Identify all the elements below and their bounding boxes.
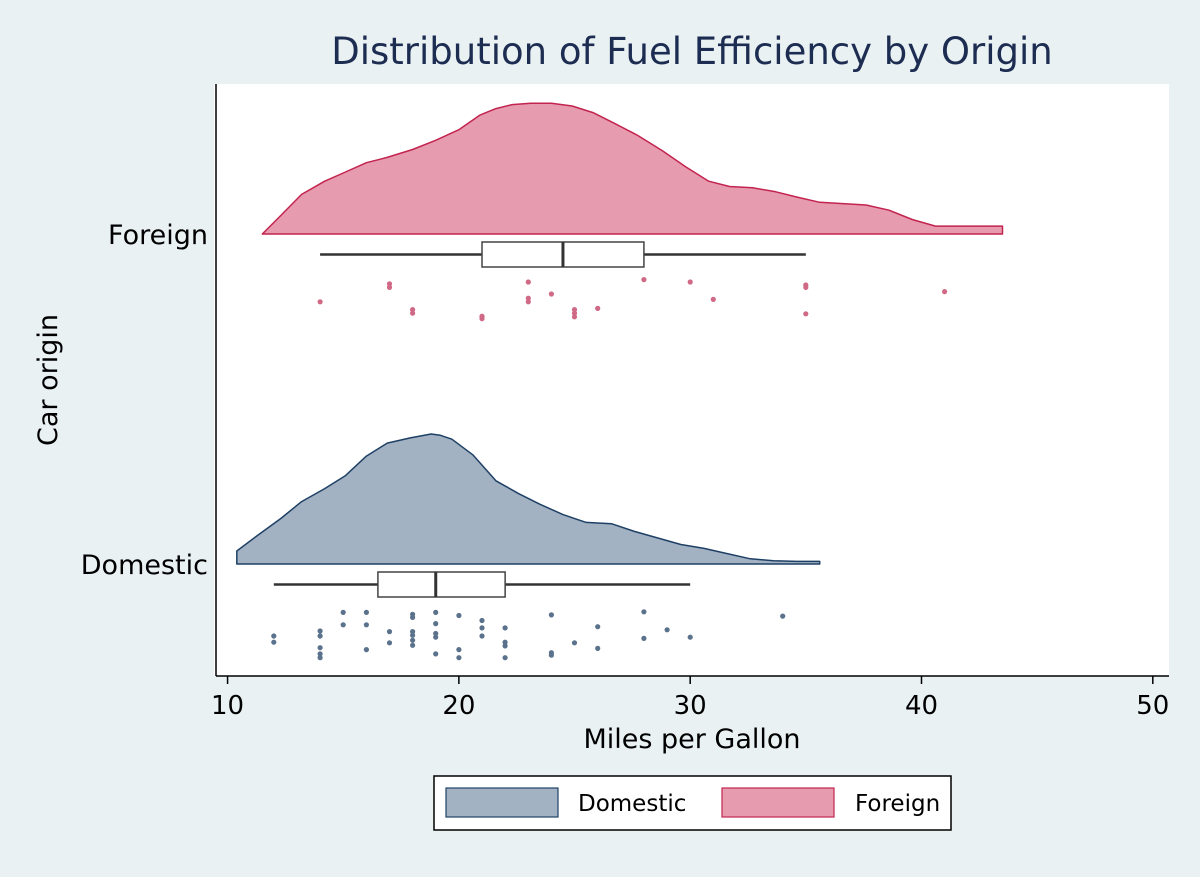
- density-domestic: [236, 433, 821, 565]
- density-foreign: [261, 102, 1004, 235]
- series-foreign: [261, 102, 1004, 322]
- point-domestic: [548, 612, 555, 618]
- point-domestic: [456, 647, 462, 653]
- x-tick-label: 30: [674, 691, 707, 721]
- point-domestic: [317, 651, 323, 657]
- chart-title: Distribution of Fuel Efficiency by Origi…: [331, 30, 1053, 73]
- legend-label-foreign: Foreign: [855, 791, 940, 817]
- point-domestic: [433, 609, 439, 616]
- point-domestic: [641, 609, 647, 615]
- x-axis-label: Miles per Gallon: [583, 724, 800, 755]
- point-domestic: [571, 640, 578, 646]
- category-label-domestic: Domestic: [81, 550, 208, 581]
- point-foreign: [687, 279, 693, 285]
- point-foreign: [803, 311, 809, 317]
- legend-swatch-domestic: [445, 787, 559, 818]
- point-foreign: [479, 316, 485, 322]
- point-domestic: [502, 655, 508, 661]
- box-domestic: [377, 571, 506, 598]
- point-domestic: [456, 655, 462, 661]
- point-domestic: [317, 655, 323, 661]
- point-domestic: [363, 622, 369, 628]
- point-foreign: [410, 307, 416, 313]
- legend-items: Domestic Foreign: [445, 787, 940, 818]
- point-foreign: [525, 279, 531, 285]
- point-domestic: [271, 633, 277, 639]
- point-domestic: [410, 614, 416, 621]
- point-foreign: [525, 295, 531, 301]
- y-axis-label: Car origin: [33, 314, 64, 446]
- point-domestic: [780, 613, 786, 619]
- legend-swatch-foreign: [721, 787, 835, 818]
- point-foreign: [548, 291, 555, 297]
- point-domestic: [502, 639, 508, 645]
- point-domestic: [502, 625, 508, 631]
- point-foreign: [571, 314, 578, 320]
- point-domestic: [410, 629, 416, 635]
- point-foreign: [525, 299, 531, 305]
- point-foreign: [710, 296, 716, 302]
- point-foreign: [942, 289, 948, 295]
- point-domestic: [363, 609, 369, 616]
- point-foreign: [571, 307, 578, 313]
- category-labels: Foreign Domestic: [81, 220, 208, 581]
- point-domestic: [340, 609, 346, 616]
- point-domestic: [410, 637, 416, 643]
- point-foreign: [410, 310, 416, 316]
- point-domestic: [433, 630, 439, 637]
- point-domestic: [317, 633, 323, 639]
- series-domestic: [236, 433, 821, 661]
- point-foreign: [317, 299, 323, 305]
- x-ticks: 10 20 30 40 50: [211, 676, 1169, 721]
- category-label-foreign: Foreign: [108, 220, 208, 251]
- series-layer: [236, 102, 1004, 661]
- point-domestic: [687, 634, 693, 640]
- point-domestic: [548, 652, 555, 658]
- point-domestic: [317, 645, 323, 651]
- point-domestic: [340, 622, 346, 628]
- point-foreign: [571, 310, 578, 316]
- point-foreign: [803, 284, 809, 290]
- legend-label-domestic: Domestic: [578, 791, 686, 817]
- point-domestic: [502, 643, 508, 649]
- point-domestic: [595, 624, 601, 630]
- x-tick-label: 50: [1136, 691, 1169, 721]
- point-domestic: [433, 621, 439, 627]
- point-domestic: [479, 633, 485, 639]
- point-foreign: [386, 284, 393, 290]
- point-domestic: [479, 625, 485, 631]
- point-domestic: [433, 651, 439, 657]
- point-domestic: [456, 612, 462, 619]
- point-domestic: [664, 627, 670, 633]
- point-domestic: [271, 639, 277, 645]
- x-tick-label: 10: [211, 691, 244, 721]
- point-foreign: [595, 305, 601, 311]
- point-domestic: [595, 645, 601, 652]
- point-domestic: [410, 642, 416, 648]
- point-domestic: [479, 617, 485, 624]
- point-foreign: [641, 277, 647, 283]
- point-domestic: [433, 634, 439, 640]
- point-domestic: [386, 640, 393, 646]
- point-domestic: [410, 632, 416, 638]
- point-domestic: [363, 647, 369, 653]
- point-foreign: [386, 281, 393, 287]
- x-tick-label: 20: [442, 691, 475, 721]
- point-domestic: [386, 629, 393, 635]
- point-domestic: [641, 635, 647, 642]
- x-tick-label: 40: [905, 691, 938, 721]
- point-domestic: [317, 628, 323, 634]
- legend: Domestic Foreign: [433, 775, 952, 831]
